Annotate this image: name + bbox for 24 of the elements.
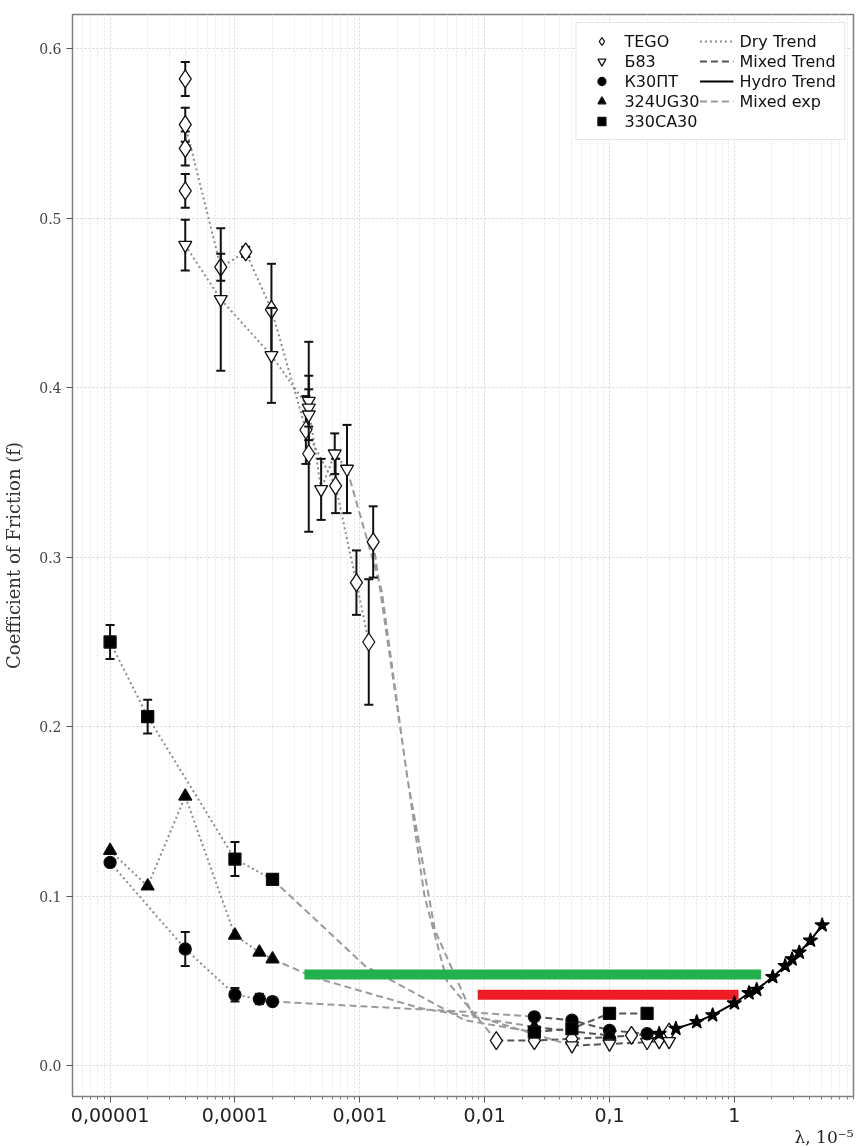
y-tick-label: 0.6	[39, 40, 62, 57]
legend-label: Hydro Trend	[739, 71, 836, 91]
x-tick-label: 0,01	[463, 1103, 506, 1126]
x-axis-title: λ, 10⁻⁵	[794, 1126, 854, 1146]
legend-label: Dry Trend	[739, 31, 817, 51]
x-tick-label: 1	[728, 1103, 741, 1126]
y-tick-label: 0.0	[39, 1058, 62, 1075]
x-tick-label: 0,00001	[70, 1103, 150, 1126]
legend-label: TEGO	[624, 31, 670, 51]
y-axis-title: Coefficient of Friction (f)	[3, 442, 25, 669]
y-tick-label: 0.2	[39, 719, 62, 736]
legend-label: Б83	[624, 51, 656, 71]
legend-label: Mixed exp	[739, 91, 821, 111]
x-tick-label: 0,0001	[201, 1103, 269, 1126]
x-tick-label: 0,1	[594, 1103, 625, 1126]
y-tick-label: 0.5	[39, 210, 62, 227]
y-tick-label: 0.4	[39, 380, 62, 397]
y-tick-label: 0.1	[39, 888, 62, 905]
legend-label: 330CA30	[624, 111, 698, 131]
legend-label: Mixed Trend	[739, 51, 836, 71]
y-tick-label: 0.3	[39, 549, 62, 566]
x-tick-label: 0,001	[332, 1103, 387, 1126]
legend-label: 324UG30	[624, 91, 700, 111]
legend-label: К30ПТ	[624, 71, 678, 91]
